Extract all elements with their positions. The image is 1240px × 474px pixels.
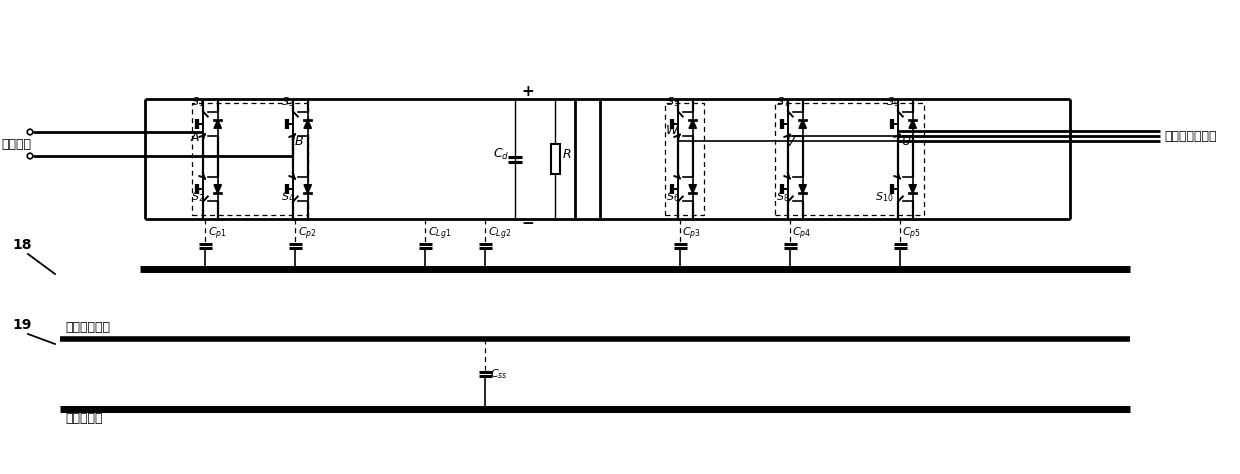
Text: $W$: $W$ bbox=[665, 124, 680, 137]
Text: $S_1$: $S_1$ bbox=[191, 95, 205, 109]
Text: 19: 19 bbox=[12, 318, 31, 332]
Text: $C_{p2}$: $C_{p2}$ bbox=[298, 226, 316, 242]
Text: $U$: $U$ bbox=[901, 136, 913, 148]
Text: $C_{p3}$: $C_{p3}$ bbox=[682, 226, 702, 242]
Text: $S_7$: $S_7$ bbox=[776, 95, 790, 109]
Text: $C_d$: $C_d$ bbox=[494, 147, 510, 162]
Polygon shape bbox=[215, 185, 222, 193]
Bar bbox=[192, 103, 309, 215]
Polygon shape bbox=[215, 119, 222, 128]
Text: $R$: $R$ bbox=[562, 148, 572, 161]
Text: $B$: $B$ bbox=[294, 136, 304, 148]
Polygon shape bbox=[799, 119, 806, 128]
Text: $S_6$: $S_6$ bbox=[666, 190, 680, 204]
Polygon shape bbox=[304, 185, 311, 193]
Text: 变流器散热器: 变流器散热器 bbox=[64, 321, 110, 334]
Polygon shape bbox=[799, 185, 806, 193]
Bar bbox=[775, 103, 924, 215]
Text: $S_2$: $S_2$ bbox=[191, 190, 205, 204]
Polygon shape bbox=[689, 119, 697, 128]
Text: $V$: $V$ bbox=[785, 137, 796, 149]
Text: $S_{10}$: $S_{10}$ bbox=[875, 190, 893, 204]
Text: 18: 18 bbox=[12, 238, 31, 252]
Text: 交流供电: 交流供电 bbox=[1, 137, 31, 151]
Text: 接三相异步电机: 接三相异步电机 bbox=[1164, 130, 1216, 143]
Text: $A$: $A$ bbox=[190, 131, 200, 145]
Polygon shape bbox=[909, 119, 916, 128]
Text: $C_{p1}$: $C_{p1}$ bbox=[207, 226, 227, 242]
Bar bbox=[665, 103, 704, 215]
Text: $C_{p4}$: $C_{p4}$ bbox=[792, 226, 812, 242]
Text: $C_{ss}$: $C_{ss}$ bbox=[490, 367, 507, 381]
Text: $C_{Lg2}$: $C_{Lg2}$ bbox=[487, 226, 511, 242]
Text: $S_9$: $S_9$ bbox=[887, 95, 899, 109]
Polygon shape bbox=[304, 119, 311, 128]
Polygon shape bbox=[909, 185, 916, 193]
Polygon shape bbox=[689, 185, 697, 193]
Text: −: − bbox=[521, 216, 533, 231]
Text: 变流器壳体: 变流器壳体 bbox=[64, 412, 103, 425]
Text: $S_3$: $S_3$ bbox=[281, 95, 294, 109]
Text: $S_4$: $S_4$ bbox=[281, 190, 295, 204]
Text: $C_{p5}$: $C_{p5}$ bbox=[903, 226, 921, 242]
Text: $S_8$: $S_8$ bbox=[776, 190, 790, 204]
Text: $S_5$: $S_5$ bbox=[666, 95, 680, 109]
Text: +: + bbox=[521, 84, 533, 99]
Text: $C_{Lg1}$: $C_{Lg1}$ bbox=[428, 226, 451, 242]
Bar bbox=[551, 144, 559, 174]
